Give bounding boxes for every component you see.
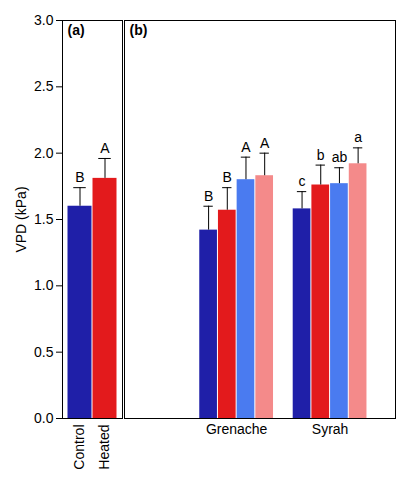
svg-text:0.5: 0.5 <box>34 344 54 360</box>
svg-text:b: b <box>317 147 325 163</box>
svg-text:B: B <box>204 188 213 204</box>
svg-text:A: A <box>260 135 270 151</box>
svg-text:Syrah: Syrah <box>312 421 349 437</box>
svg-text:1.0: 1.0 <box>34 277 54 293</box>
svg-text:B: B <box>223 169 232 185</box>
svg-text:B: B <box>75 169 84 185</box>
svg-text:Control: Control <box>71 425 87 470</box>
svg-text:ab: ab <box>332 149 348 165</box>
svg-text:(b): (b) <box>130 22 148 38</box>
svg-text:A: A <box>241 139 251 155</box>
svg-text:a: a <box>354 129 362 145</box>
svg-text:VPD (kPa): VPD (kPa) <box>13 186 29 252</box>
svg-text:Grenache: Grenache <box>206 421 268 437</box>
svg-text:0.0: 0.0 <box>34 410 54 426</box>
svg-text:2.0: 2.0 <box>34 145 54 161</box>
svg-text:3.0: 3.0 <box>34 12 54 28</box>
svg-text:A: A <box>100 140 110 156</box>
svg-text:Heated: Heated <box>96 425 112 470</box>
svg-text:2.5: 2.5 <box>34 78 54 94</box>
svg-text:(a): (a) <box>68 22 85 38</box>
svg-text:c: c <box>299 173 306 189</box>
svg-text:1.5: 1.5 <box>34 211 54 227</box>
